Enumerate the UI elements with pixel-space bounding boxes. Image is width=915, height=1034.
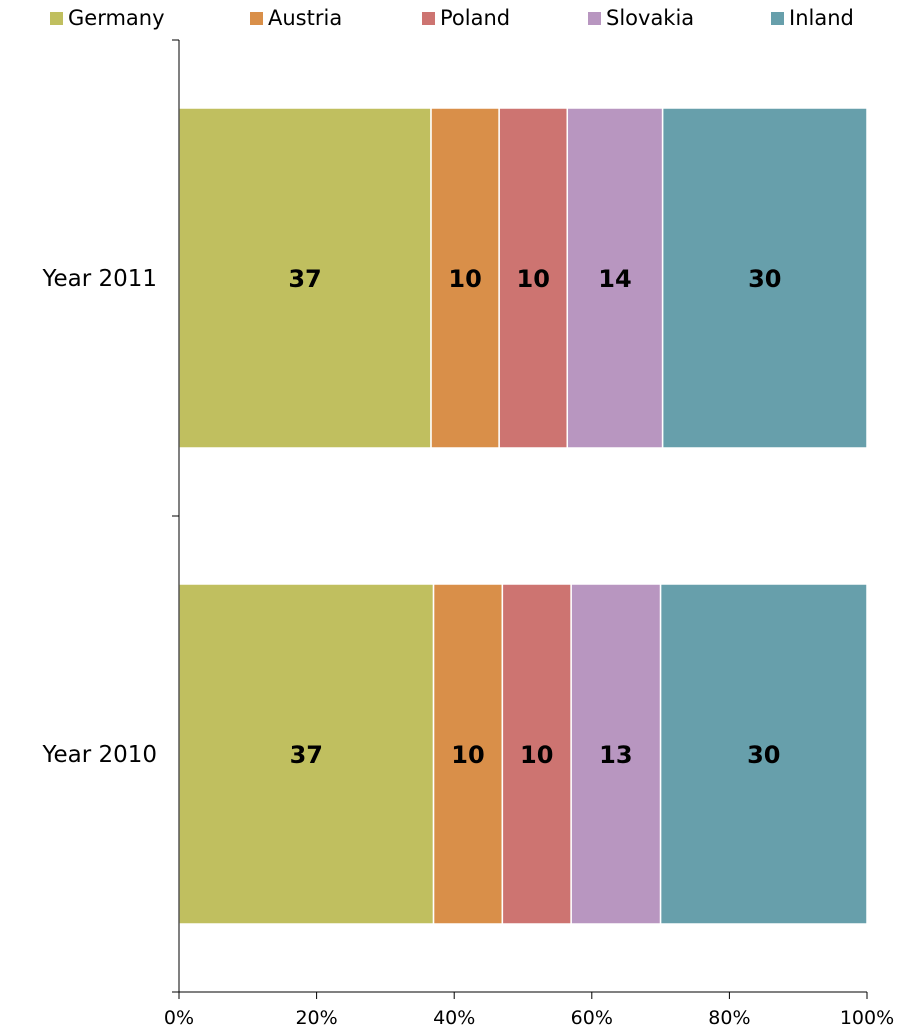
data-label-inland-0: 30: [748, 265, 781, 293]
data-labels-group: 37 10 10 14 30 37 10 10 13 30: [288, 265, 781, 769]
bar-segment-slovakia-1: [570, 583, 662, 925]
data-label-germany-0: 37: [288, 265, 321, 293]
data-label-slovakia-0: 14: [598, 265, 631, 293]
x-tick-label: 20%: [295, 1007, 337, 1029]
legend-label: Austria: [268, 6, 343, 30]
data-label-austria-0: 10: [448, 265, 481, 293]
legend-swatch: [588, 11, 601, 25]
bar-segment-poland-0: [498, 107, 569, 449]
bar-segment-slovakia-0: [566, 107, 664, 449]
category-label-1: Year 2010: [41, 742, 157, 768]
bar-segment-austria-0: [430, 107, 500, 449]
data-label-germany-1: 37: [290, 741, 323, 769]
data-label-slovakia-1: 13: [599, 741, 632, 769]
x-tick-label: 0%: [164, 1007, 194, 1029]
legend-swatch: [771, 11, 784, 25]
bar-segment-germany-1: [178, 583, 435, 925]
x-tick-label: 100%: [840, 1007, 894, 1029]
x-tick-label: 60%: [571, 1007, 613, 1029]
legend-item-austria: Austria: [250, 6, 342, 30]
data-label-inland-1: 30: [747, 741, 780, 769]
legend: Germany Austria Poland Slovakia Inland: [50, 6, 910, 34]
bar-segment-inland-1: [659, 583, 868, 925]
legend-swatch: [250, 11, 263, 25]
x-tick-label: 40%: [433, 1007, 475, 1029]
legend-item-inland: Inland: [771, 6, 854, 30]
bar-segment-inland-0: [661, 107, 868, 449]
bar-segment-germany-0: [178, 107, 432, 449]
bar-segment-poland-1: [501, 583, 572, 925]
legend-label: Slovakia: [606, 6, 695, 30]
legend-item-slovakia: Slovakia: [588, 6, 694, 30]
bar-segment-austria-1: [432, 583, 504, 925]
legend-item-poland: Poland: [422, 6, 510, 30]
data-label-poland-0: 10: [517, 265, 550, 293]
legend-label: Poland: [440, 6, 511, 30]
data-label-poland-1: 10: [520, 741, 553, 769]
legend-item-germany: Germany: [50, 6, 165, 30]
category-label-0: Year 2011: [41, 266, 157, 292]
data-label-austria-1: 10: [451, 741, 484, 769]
bars-group: [178, 107, 868, 925]
legend-swatch: [422, 11, 435, 25]
legend-label: Inland: [789, 6, 854, 30]
legend-swatch: [50, 11, 63, 25]
legend-label: Germany: [68, 6, 165, 30]
x-tick-label: 80%: [708, 1007, 750, 1029]
axes-group: Year 2011 Year 2010 0% 20% 40% 60% 80% 100%: [41, 39, 894, 1029]
